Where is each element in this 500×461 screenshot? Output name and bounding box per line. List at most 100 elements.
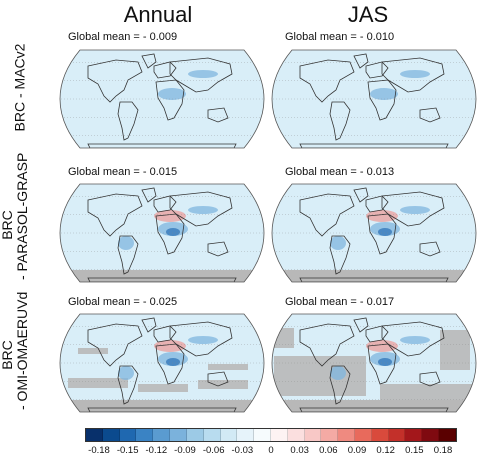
coastline-australia xyxy=(419,241,441,257)
coastline-africa xyxy=(155,343,185,385)
aerosol-blue-region xyxy=(378,358,392,366)
colorbar-swatch xyxy=(287,429,305,441)
map-border xyxy=(59,49,265,149)
coastline-australia xyxy=(207,371,229,387)
ocean-background xyxy=(60,50,264,148)
map-border xyxy=(59,183,265,283)
coastline-australia xyxy=(419,371,441,387)
column-title-annual: Annual xyxy=(123,2,193,27)
coastline-africa xyxy=(155,79,185,121)
map-annual-omi xyxy=(59,313,265,413)
coastline-namerica xyxy=(299,193,355,237)
coastline-antarctica xyxy=(87,407,237,412)
aerosol-red-region xyxy=(366,340,398,352)
map-border xyxy=(271,49,477,149)
aerosol-blue-region xyxy=(370,88,398,100)
colorbar-swatch xyxy=(186,429,204,441)
row-label-parasol: BRC - PARASOL-GRASP xyxy=(0,152,30,280)
colorbar-tick-label: -0.15 xyxy=(116,445,139,456)
colorbar-tick-label: -0.18 xyxy=(88,445,110,456)
aerosol-blue-region xyxy=(400,336,430,344)
coastline-africa xyxy=(155,213,185,255)
coastline-namerica xyxy=(299,323,355,367)
colorbar-swatch xyxy=(86,429,103,441)
colorbar-swatch xyxy=(304,429,322,441)
map-border xyxy=(271,183,477,283)
no-data-mask xyxy=(272,270,476,282)
no-data-patch xyxy=(68,378,128,388)
row-label-omi: BRC - OMI-OMAERUVd xyxy=(0,291,30,410)
map-annual-macv2 xyxy=(59,49,265,149)
aerosol-blue-region xyxy=(330,236,346,250)
aerosol-blue-region xyxy=(166,228,180,236)
coastline-greenland xyxy=(141,187,157,203)
coastline-samerica xyxy=(117,365,139,405)
colorbar-tick-label: -0.06 xyxy=(202,445,225,456)
no-data-patch xyxy=(138,384,188,392)
no-data-patch xyxy=(78,348,108,354)
coastline-antarctica xyxy=(299,277,449,282)
global-mean-jas-omi: Global mean = - 0.017 xyxy=(285,296,395,308)
coastline-asia xyxy=(169,191,233,227)
colorbar-tick-label: 0.03 xyxy=(290,445,309,456)
colorbar-tick-label: -0.03 xyxy=(231,445,254,456)
coastline-australia xyxy=(207,107,229,123)
coastline-asia xyxy=(381,57,445,93)
coastline-antarctica xyxy=(87,277,237,282)
no-data-patch xyxy=(208,364,248,370)
coastline-greenland xyxy=(353,317,369,333)
colorbar-swatch xyxy=(237,429,255,441)
colorbar-swatch xyxy=(422,429,440,441)
no-data-mask xyxy=(60,400,264,412)
no-data-patch xyxy=(198,380,248,389)
ocean-background xyxy=(272,50,476,148)
coastline-africa xyxy=(367,79,397,121)
aerosol-blue-region xyxy=(188,206,218,214)
coastline-antarctica xyxy=(87,143,237,148)
colorbar-swatch xyxy=(102,429,120,441)
coastline-asia xyxy=(381,321,445,357)
aerosol-blue-region xyxy=(118,366,134,380)
aerosol-blue-region xyxy=(166,358,180,366)
colorbar-swatch xyxy=(170,429,187,441)
aerosol-red-region xyxy=(154,340,186,352)
coastline-antarctica xyxy=(299,407,449,412)
coastline-australia xyxy=(419,107,441,123)
colorbar-swatch xyxy=(439,429,456,441)
aerosol-red-region xyxy=(366,210,398,222)
colorbar-swatch xyxy=(321,429,339,441)
global-mean-annual-omi: Global mean = - 0.025 xyxy=(68,296,178,308)
aerosol-blue-region xyxy=(330,366,346,380)
column-title-jas: JAS xyxy=(347,2,389,27)
coastline-greenland xyxy=(353,53,369,69)
aerosol-blue-region xyxy=(188,70,218,78)
colorbar-swatch xyxy=(203,429,221,441)
colorbar-tick-label: -0.09 xyxy=(174,445,196,456)
coastline-greenland xyxy=(141,317,157,333)
coastline-namerica xyxy=(87,59,143,103)
coastline-namerica xyxy=(299,59,355,103)
aerosol-blue-region xyxy=(118,236,134,250)
coastline-asia xyxy=(381,191,445,227)
aerosol-blue-region xyxy=(188,336,218,344)
colorbar-swatch xyxy=(220,429,238,441)
aerosol-blue-region xyxy=(400,206,430,214)
coastline-australia xyxy=(207,241,229,257)
aerosol-blue-region xyxy=(378,228,392,236)
coastline-greenland xyxy=(353,187,369,203)
colorbar-tick-label: 0.18 xyxy=(433,445,453,456)
coastline-africa xyxy=(367,213,397,255)
global-mean-annual-macv2: Global mean = - 0.009 xyxy=(68,31,178,43)
colorbar-tick-label: 0.09 xyxy=(347,445,367,456)
global-mean-jas-macv2: Global mean = - 0.010 xyxy=(285,31,395,43)
map-border xyxy=(59,313,265,413)
coastline-samerica xyxy=(117,235,139,275)
coastline-samerica xyxy=(329,101,351,141)
colorbar-swatch xyxy=(371,429,389,441)
no-data-patch xyxy=(440,330,470,370)
map-jas-omi xyxy=(271,313,477,413)
colorbar-swatch xyxy=(153,429,171,441)
no-data-patch xyxy=(274,356,366,396)
aerosol-blue-region xyxy=(158,88,186,100)
map-jas-parasol xyxy=(271,183,477,283)
